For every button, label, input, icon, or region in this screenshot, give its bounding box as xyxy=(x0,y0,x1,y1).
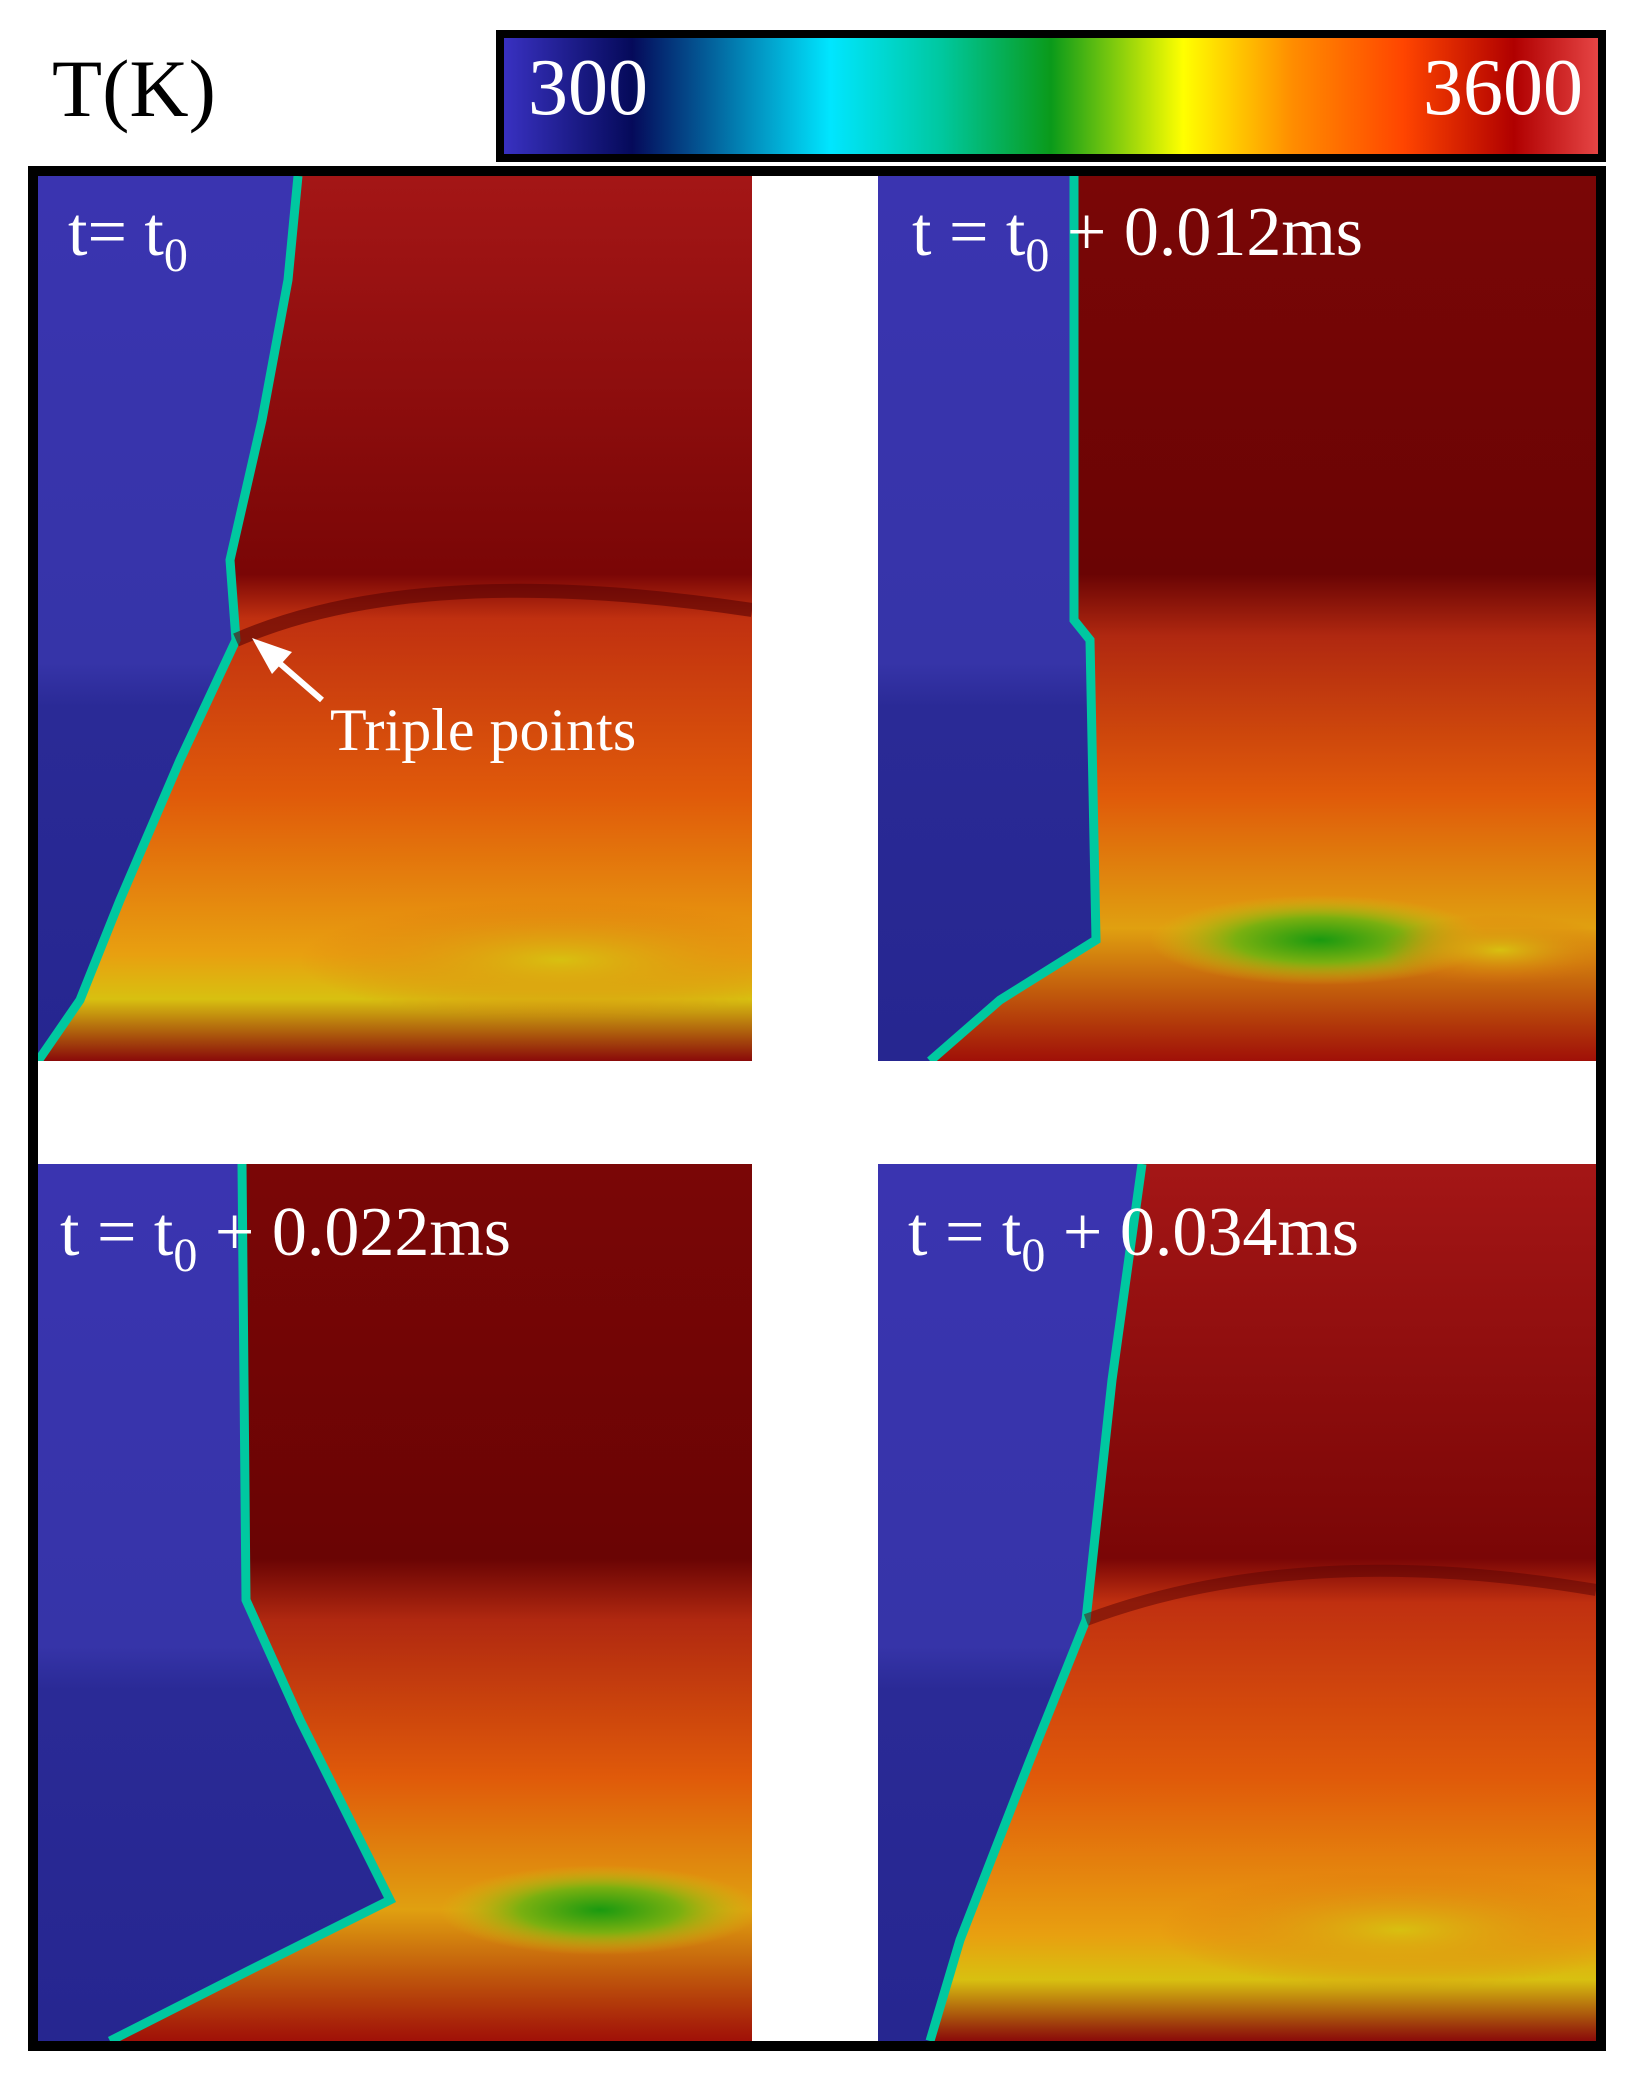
colorbar-gradient xyxy=(500,34,1602,158)
colorbar xyxy=(496,30,1606,162)
colorbar-min-label: 300 xyxy=(528,44,648,132)
colorbar-max-label: 3600 xyxy=(1423,44,1583,132)
triple-points-annotation: Triple points xyxy=(330,697,637,763)
panel-3-field xyxy=(38,1164,752,2041)
triple-point-arrow xyxy=(252,638,324,703)
panel-3-label: t = t0 + 0.022ms xyxy=(60,1194,512,1282)
panel-4-field xyxy=(878,1164,1596,2041)
panel-2-label: t = t0 + 0.012ms xyxy=(912,194,1364,282)
panel-4-label: t = t0 + 0.034ms xyxy=(908,1194,1360,1282)
panel-2-field xyxy=(878,176,1596,1061)
panel-1-field xyxy=(38,176,752,1061)
panel-1-label: t= t0 xyxy=(68,194,188,282)
colorbar-title: T(K) xyxy=(52,43,216,134)
